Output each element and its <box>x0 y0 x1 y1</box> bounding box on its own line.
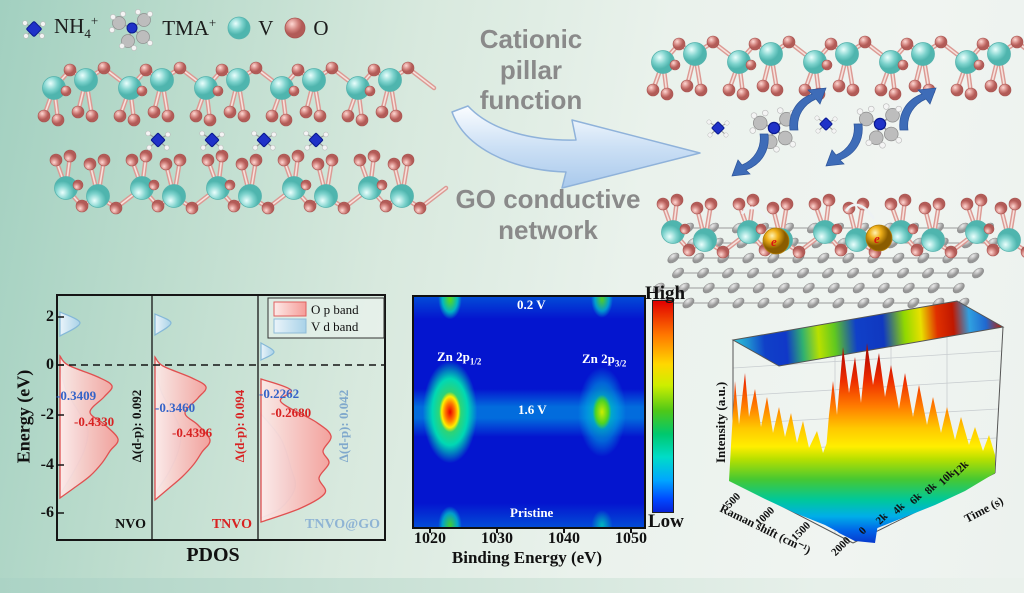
xps-xtick: 1030 <box>481 530 513 547</box>
raman-z-axis-label: Intensity (a.u.) <box>713 382 728 463</box>
tnvogo-p-band-center: -0.2680 <box>271 405 312 420</box>
tnvo-d-band-center: -0.3460 <box>155 400 196 415</box>
legend-item-o: O <box>283 15 329 41</box>
xps-x-axis-label: Binding Energy (eV) <box>451 548 603 567</box>
legend-label-o: O <box>313 15 329 40</box>
y-tick-marks <box>57 316 64 514</box>
tnvo-go-structure: e e <box>644 36 1024 309</box>
xps-state-pristine: Pristine <box>510 505 554 520</box>
pdos-chart: O p band V d band <box>56 294 386 541</box>
pdos-legend: O p band V d band <box>267 297 385 339</box>
nh4-ion-icon <box>22 20 46 39</box>
op-curve-nvo <box>59 354 119 500</box>
o-p-band-label: O p band <box>311 302 359 317</box>
xps-tick-mark <box>630 527 632 533</box>
pdos-ytick: 2 <box>46 308 54 325</box>
op-curve-tnvo <box>154 355 211 502</box>
pdos-ytick: -4 <box>40 456 54 473</box>
raman-y-axis-label: Time (s) <box>962 494 1006 526</box>
tnvo-panel-label: TNVO <box>211 517 252 532</box>
xps-tick-mark <box>496 527 498 533</box>
transition-arrow <box>451 105 701 189</box>
nvo-panel-label: NVO <box>115 517 146 532</box>
top-projection-heatmap <box>731 300 1005 367</box>
v-d-band-label: V d band <box>311 319 359 334</box>
tma-ion-icon <box>109 9 154 51</box>
legend-label-tma: TMA+ <box>162 15 217 40</box>
xps-heatmap <box>412 295 646 529</box>
o-p-band-swatch <box>273 301 307 317</box>
vd-curve-upper-nvo <box>59 310 81 338</box>
xps-tick-mark <box>563 527 565 533</box>
electron-label: e <box>771 234 777 249</box>
raman-3d-chart: 500 1000 1500 2000 0 2k 4k 6k 8k 10k 12k… <box>713 300 1006 559</box>
nvo-p-band-center: -0.4330 <box>74 414 115 429</box>
raman-surface-front <box>729 373 881 543</box>
legend-label-nh4: NH4+ <box>54 13 99 42</box>
vd-curve-upper-tnvo <box>154 312 172 337</box>
pdos-ytick: -6 <box>40 504 54 521</box>
cationic-pillar-title: Cationic pillar function <box>479 24 583 116</box>
go-network-title: GO conductive network <box>455 184 641 245</box>
xps-xtick: 1040 <box>548 530 580 547</box>
xps-xtick: 1050 <box>615 530 647 547</box>
xps-tick-mark <box>429 527 431 533</box>
nvo-layered-structure <box>38 62 446 214</box>
colorbar-low-label: Low <box>648 511 684 532</box>
pdos-x-axis-label: PDOS <box>186 544 240 566</box>
tnvogo-delta-label: Δ(d-p): 0.042 <box>336 389 351 463</box>
xps-colorbar <box>652 300 674 513</box>
tnvo-delta-label: Δ(d-p): 0.094 <box>232 389 247 463</box>
bottom-gradient-band <box>0 578 1024 593</box>
xps-state-02v: 0.2 V <box>517 297 546 312</box>
electron-sphere-right: e <box>844 203 893 252</box>
nvo-delta-label: Δ(d-p): 0.092 <box>129 389 144 463</box>
atom-legend: NH4+ <box>20 4 329 52</box>
v-d-band-swatch <box>273 318 307 334</box>
interlayer-cations <box>706 102 903 153</box>
electron-sphere-left: e <box>740 206 790 255</box>
o-atom-icon <box>284 17 306 39</box>
legend-item-v: V <box>226 15 273 41</box>
xps-state-16v: 1.6 V <box>518 402 547 417</box>
legend-label-v: V <box>258 15 274 40</box>
v-atom-icon <box>227 16 251 40</box>
pdos-frame <box>56 294 386 541</box>
tnvogo-panel-label: TNVO@GO <box>305 517 380 532</box>
colorbar-high-label: High <box>645 283 686 304</box>
xps-xtick: 1020 <box>414 530 446 547</box>
legend-item-tma: TMA+ <box>108 4 216 52</box>
xps-peak-zn2p12: Zn 2p1/2 <box>437 349 482 367</box>
interlayer-nh4-ions <box>145 130 329 151</box>
xps-peak-zn2p32: Zn 2p3/2 <box>582 351 627 369</box>
pdos-ytick: -2 <box>40 406 54 423</box>
pdos-ytick: 0 <box>46 356 54 373</box>
tnvogo-d-band-center: -0.2262 <box>259 386 300 401</box>
vd-curve-upper-tnvogo <box>260 341 275 362</box>
tnvo-p-band-center: -0.4396 <box>172 425 213 440</box>
legend-item-nh4: NH4+ <box>20 13 98 43</box>
op-curve-tnvogo <box>260 378 332 523</box>
nvo-d-band-center: -0.3409 <box>56 388 97 403</box>
svg-text:e: e <box>874 231 880 246</box>
